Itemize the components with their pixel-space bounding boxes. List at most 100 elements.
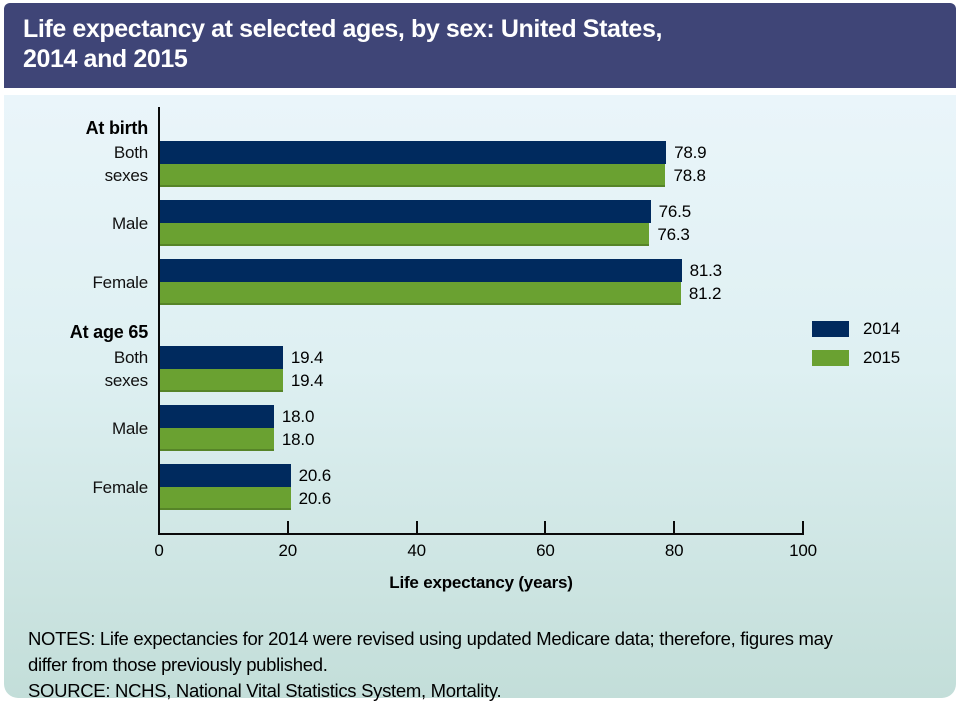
bar-row-2015: 76.3 xyxy=(158,223,802,246)
bar-row-2014: 81.3 xyxy=(158,259,802,282)
bar-pair: 19.4 19.4 xyxy=(158,346,802,392)
figure-title-bar: Life expectancy at selected ages, by sex… xyxy=(4,3,956,88)
bar-2015 xyxy=(158,428,274,451)
legend-swatch-2015 xyxy=(812,350,849,366)
bar-2014 xyxy=(158,464,291,487)
bar-row-2015: 19.4 xyxy=(158,369,802,392)
bar-2015 xyxy=(158,164,666,187)
bar-chart-rows: At birth Both sexes 78.9 78.8 Male 76.5 76.3 Fem… xyxy=(4,107,804,523)
notes-text-line-1: NOTES: Life expectancies for 2014 were r… xyxy=(28,628,833,649)
bar-row-2015: 78.8 xyxy=(158,164,802,187)
bar-2014 xyxy=(158,141,667,164)
value-label-2014: 78.9 xyxy=(674,142,707,162)
x-tick-label-100: 100 xyxy=(789,541,817,560)
category-label: Female xyxy=(4,464,149,510)
chart-panel: At birth Both sexes 78.9 78.8 Male 76.5 76.3 Fem… xyxy=(4,95,956,701)
legend-item-2014: 2014 xyxy=(812,319,901,338)
legend-item-2015: 2015 xyxy=(812,348,901,367)
category-label-line: Male xyxy=(111,418,148,438)
category-label-line: Male xyxy=(111,213,148,233)
y-axis-line xyxy=(158,107,160,535)
value-label-2015: 76.3 xyxy=(657,224,690,244)
value-label-2014: 81.3 xyxy=(689,260,722,280)
x-axis-tick-labels: 0 20 40 60 80 100 xyxy=(154,541,817,563)
bar-pair: 76.5 76.3 xyxy=(158,200,802,246)
bar-group-at-age-65-female: Female 20.6 20.6 xyxy=(4,464,804,510)
x-tick-label-40: 40 xyxy=(407,541,426,560)
bar-2015 xyxy=(158,223,650,246)
category-label-line: Both xyxy=(113,143,148,162)
bar-row-2015: 20.6 xyxy=(158,487,802,510)
bar-pair: 78.9 78.8 xyxy=(158,141,802,187)
category-label: Female xyxy=(4,259,149,305)
bar-group-at-age-65-both-sexes: Both sexes 19.4 19.4 xyxy=(4,346,804,392)
bar-pair: 20.6 20.6 xyxy=(158,464,802,510)
category-label-line: sexes xyxy=(104,371,149,390)
notes-block: NOTES: Life expectancies for 2014 were r… xyxy=(28,626,940,702)
bar-row-2014: 19.4 xyxy=(158,346,802,369)
value-label-2015: 18.0 xyxy=(281,429,315,449)
category-label-line: sexes xyxy=(104,166,149,185)
value-label-2015: 19.4 xyxy=(290,370,324,390)
bar-row-2014: 76.5 xyxy=(158,200,802,223)
legend-swatch-2014 xyxy=(812,321,849,337)
bar-2014 xyxy=(158,405,274,428)
bar-row-2014: 78.9 xyxy=(158,141,802,164)
x-axis-line xyxy=(158,533,804,535)
bar-2015 xyxy=(158,487,291,510)
bar-group-at-birth-both-sexes: Both sexes 78.9 78.8 xyxy=(4,141,804,187)
x-tick-label-20: 20 xyxy=(278,541,298,560)
x-tick-40 xyxy=(415,521,418,533)
x-tick-100 xyxy=(802,521,804,533)
category-label: Male xyxy=(4,200,148,246)
bar-row-2015: 18.0 xyxy=(158,428,802,451)
section-header-at-age-65: At age 65 xyxy=(4,318,148,346)
bar-2014 xyxy=(158,259,682,282)
section-header-at-birth: At birth xyxy=(4,107,149,141)
notes-text-line-2: differ from those previously published. xyxy=(28,654,328,675)
section-header-text: At age 65 xyxy=(69,321,148,342)
source-text: SOURCE: NCHS, National Vital Statistics … xyxy=(28,680,502,701)
legend-label-2014: 2014 xyxy=(863,319,901,338)
category-label-line: Female xyxy=(92,272,149,292)
category-label: Male xyxy=(4,405,148,451)
bar-group-at-birth-female: Female 81.3 81.2 xyxy=(4,259,804,305)
page-title-line-1: Life expectancy at selected ages, by sex… xyxy=(23,15,662,43)
value-label-2014: 18.0 xyxy=(281,406,315,426)
x-tick-label-60: 60 xyxy=(536,541,555,560)
bar-2015 xyxy=(158,369,283,392)
value-label-2015: 20.6 xyxy=(298,488,331,508)
category-label-line: Both xyxy=(113,348,148,367)
category-label: Both sexes xyxy=(4,346,149,392)
category-label-line: Female xyxy=(92,477,149,497)
x-tick-60 xyxy=(544,521,547,533)
x-tick-label-0: 0 xyxy=(154,541,164,560)
x-tick-label-80: 80 xyxy=(664,541,684,560)
x-axis-ticks xyxy=(158,521,804,533)
bar-group-at-age-65-male: Male 18.0 18.0 xyxy=(4,405,804,451)
x-tick-0 xyxy=(158,521,160,533)
page-title-line-2: 2014 and 2015 xyxy=(23,45,188,73)
bar-2014 xyxy=(158,200,651,223)
bar-pair: 81.3 81.2 xyxy=(158,259,802,305)
category-label: Both sexes xyxy=(4,141,149,187)
x-axis-title: Life expectancy (years) xyxy=(389,573,573,592)
x-tick-20 xyxy=(286,521,289,533)
bar-2014 xyxy=(158,346,283,369)
bar-group-at-birth-male: Male 76.5 76.3 xyxy=(4,200,804,246)
section-header-text: At birth xyxy=(85,118,149,138)
bar-2015 xyxy=(158,282,681,305)
chart-legend: 2014 2015 xyxy=(812,319,901,379)
bar-row-2015: 81.2 xyxy=(158,282,802,305)
value-label-2014: 20.6 xyxy=(298,465,331,485)
value-label-2014: 19.4 xyxy=(290,347,324,367)
value-label-2015: 81.2 xyxy=(688,283,722,303)
value-label-2015: 78.8 xyxy=(673,165,706,185)
legend-label-2015: 2015 xyxy=(863,348,901,367)
value-label-2014: 76.5 xyxy=(658,201,691,221)
bar-row-2014: 20.6 xyxy=(158,464,802,487)
x-tick-80 xyxy=(673,521,676,533)
bar-row-2014: 18.0 xyxy=(158,405,802,428)
bar-pair: 18.0 18.0 xyxy=(158,405,802,451)
